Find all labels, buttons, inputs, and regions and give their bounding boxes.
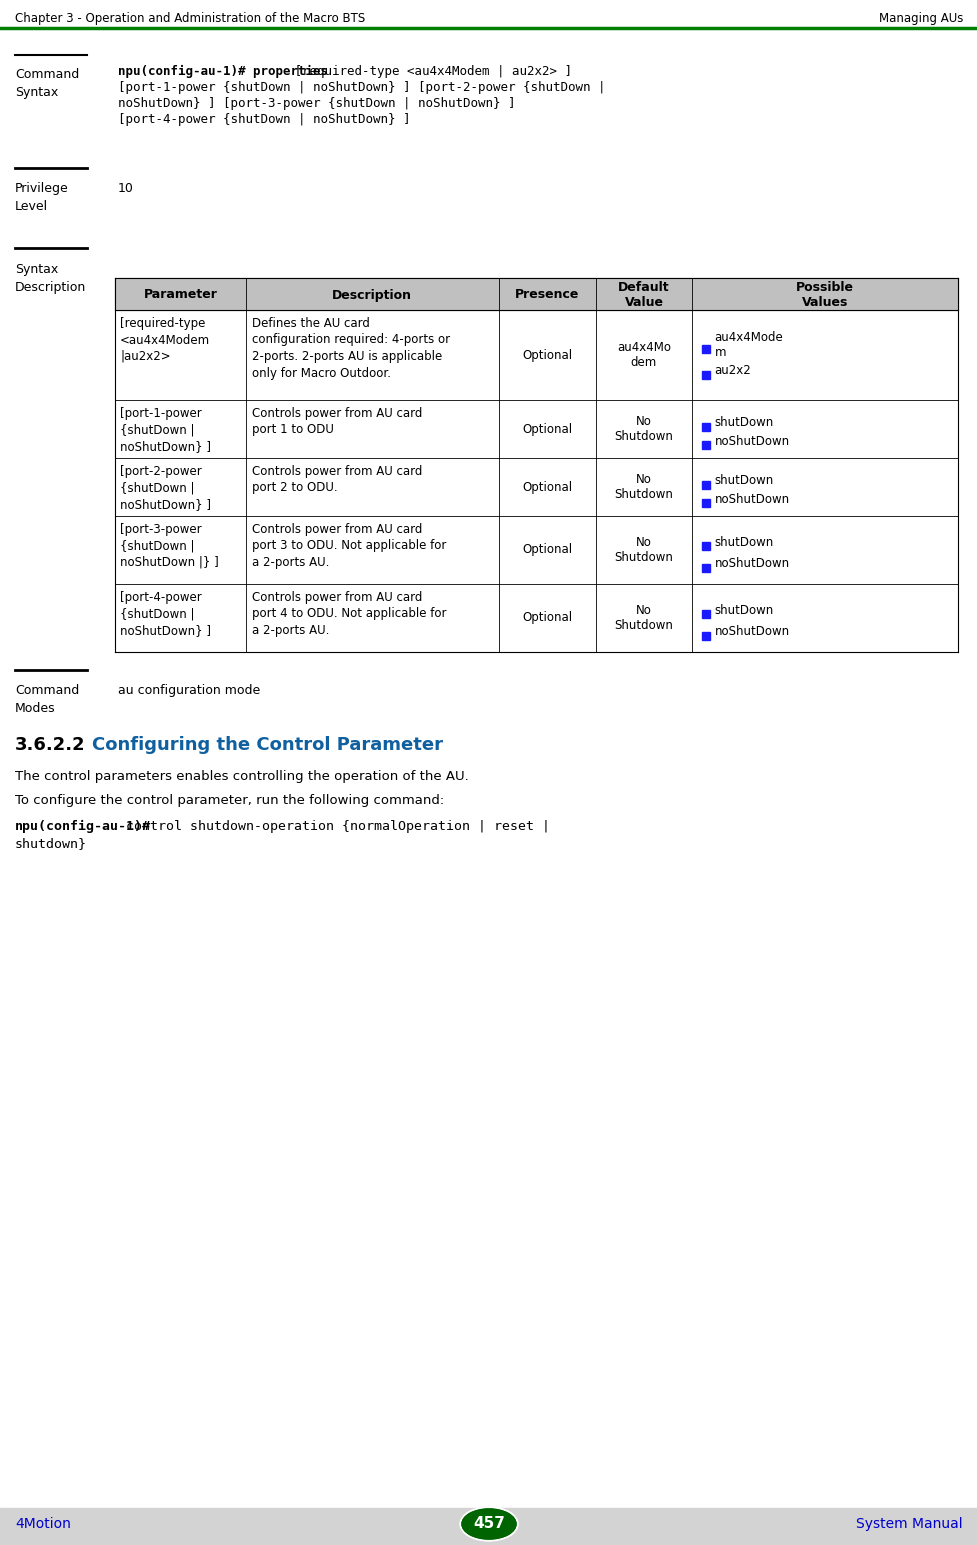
Bar	[701, 442, 709, 450]
Text: Parameter: Parameter	[144, 289, 217, 301]
Text: Defines the AU card
configuration required: 4-ports or
2-ports. 2-ports AU is ap: Defines the AU card configuration requir…	[251, 317, 449, 380]
Text: Managing AUs: Managing AUs	[877, 12, 962, 25]
Ellipse shape	[459, 1506, 518, 1540]
Text: [required-type <au4x4Modem | au2x2> ]: [required-type <au4x4Modem | au2x2> ]	[287, 65, 572, 77]
Text: au configuration mode: au configuration mode	[118, 684, 260, 697]
Text: Chapter 3 - Operation and Administration of the Macro BTS: Chapter 3 - Operation and Administration…	[15, 12, 364, 25]
Bar	[701, 371, 709, 379]
Text: [required-type
<au4x4Modem
|au2x2>: [required-type <au4x4Modem |au2x2>	[120, 317, 210, 363]
Text: [port-4-power {shutDown | noShutDown} ]: [port-4-power {shutDown | noShutDown} ]	[118, 113, 410, 127]
Text: noShutDown: noShutDown	[714, 626, 788, 638]
Text: noShutDown: noShutDown	[714, 434, 788, 448]
Text: 4Motion: 4Motion	[15, 1517, 70, 1531]
Text: No
Shutdown: No Shutdown	[614, 604, 673, 632]
Text: No
Shutdown: No Shutdown	[614, 416, 673, 443]
Text: 10: 10	[118, 182, 134, 195]
Text: noShutDown: noShutDown	[714, 558, 788, 570]
Text: The control parameters enables controlling the operation of the AU.: The control parameters enables controlli…	[15, 769, 468, 783]
Bar	[701, 345, 709, 352]
Text: shutDown: shutDown	[714, 416, 773, 430]
Text: No
Shutdown: No Shutdown	[614, 473, 673, 501]
Text: Optional: Optional	[522, 612, 572, 624]
Text: 3.6.2.2: 3.6.2.2	[15, 735, 86, 754]
Text: noShutDown: noShutDown	[714, 493, 788, 505]
Text: [port-3-power
{shutDown |
noShutDown |} ]: [port-3-power {shutDown | noShutDown |} …	[120, 524, 219, 569]
Text: [port-2-power
{shutDown |
noShutDown} ]: [port-2-power {shutDown | noShutDown} ]	[120, 465, 211, 511]
Ellipse shape	[461, 1509, 516, 1539]
Text: au2x2: au2x2	[714, 365, 750, 377]
Text: Controls power from AU card
port 2 to ODU.: Controls power from AU card port 2 to OD…	[251, 465, 422, 494]
Text: Optional: Optional	[522, 422, 572, 436]
Text: au4x4Mo
dem: au4x4Mo dem	[616, 341, 670, 369]
Bar	[701, 632, 709, 640]
Text: [port-1-power {shutDown | noShutDown} ] [port-2-power {shutDown |: [port-1-power {shutDown | noShutDown} ] …	[118, 80, 605, 94]
Bar	[701, 423, 709, 431]
Text: control shutdown-operation {normalOperation | reset |: control shutdown-operation {normalOperat…	[118, 820, 549, 833]
Text: au4x4Mode
m: au4x4Mode m	[714, 331, 783, 358]
Bar	[701, 542, 709, 550]
Text: Optional: Optional	[522, 544, 572, 556]
Text: Controls power from AU card
port 3 to ODU. Not applicable for
a 2-ports AU.: Controls power from AU card port 3 to OD…	[251, 524, 446, 569]
Text: System Manual: System Manual	[856, 1517, 962, 1531]
Text: 457: 457	[473, 1517, 504, 1531]
Text: shutDown: shutDown	[714, 604, 773, 616]
Text: Presence: Presence	[514, 289, 578, 301]
Text: shutDown: shutDown	[714, 536, 773, 548]
Text: Optional: Optional	[522, 480, 572, 493]
Bar	[701, 499, 709, 507]
Text: npu(config-au-1)# properties: npu(config-au-1)# properties	[118, 65, 327, 79]
Text: [port-4-power
{shutDown |
noShutDown} ]: [port-4-power {shutDown | noShutDown} ]	[120, 592, 211, 637]
Text: Privilege
Level: Privilege Level	[15, 182, 68, 213]
Text: No
Shutdown: No Shutdown	[614, 536, 673, 564]
Bar	[701, 480, 709, 488]
Bar	[701, 610, 709, 618]
Text: Command
Modes: Command Modes	[15, 684, 79, 715]
Text: Controls power from AU card
port 4 to ODU. Not applicable for
a 2-ports AU.: Controls power from AU card port 4 to OD…	[251, 592, 446, 637]
Text: Syntax
Description: Syntax Description	[15, 263, 86, 294]
Text: Description: Description	[332, 289, 411, 301]
Text: To configure the control parameter, run the following command:: To configure the control parameter, run …	[15, 794, 444, 806]
Text: Optional: Optional	[522, 349, 572, 362]
Text: Possible
Values: Possible Values	[795, 281, 853, 309]
Text: [port-1-power
{shutDown |
noShutDown} ]: [port-1-power {shutDown | noShutDown} ]	[120, 406, 211, 453]
Text: Command
Syntax: Command Syntax	[15, 68, 79, 99]
Text: Default
Value: Default Value	[617, 281, 669, 309]
Ellipse shape	[461, 1509, 516, 1539]
Text: shutdown}: shutdown}	[15, 837, 87, 850]
Text: Configuring the Control Parameter: Configuring the Control Parameter	[92, 735, 443, 754]
Bar	[701, 564, 709, 572]
Text: noShutDown} ] [port-3-power {shutDown | noShutDown} ]: noShutDown} ] [port-3-power {shutDown | …	[118, 97, 515, 110]
Text: npu(config-au-1)#: npu(config-au-1)#	[15, 820, 150, 833]
Text: Controls power from AU card
port 1 to ODU: Controls power from AU card port 1 to OD…	[251, 406, 422, 437]
Text: shutDown: shutDown	[714, 474, 773, 487]
